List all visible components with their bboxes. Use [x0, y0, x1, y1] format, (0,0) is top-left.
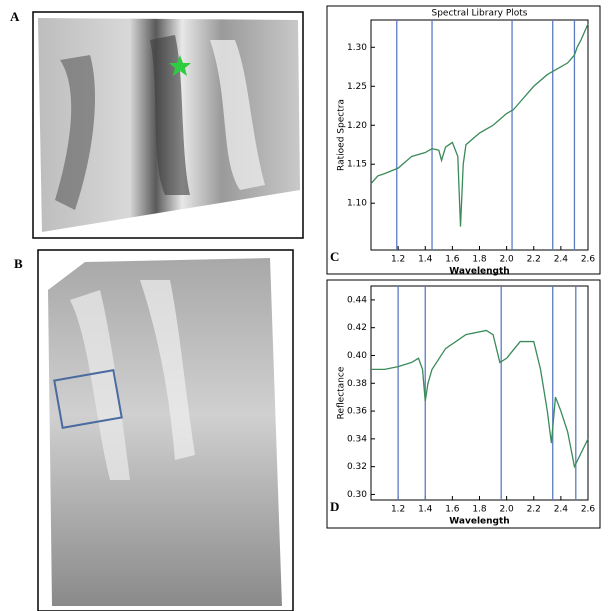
y-tick-label: 0.40 [347, 351, 367, 361]
plot-area [371, 286, 588, 500]
x-tick-label: 1.4 [418, 505, 433, 515]
y-tick-label: 0.42 [347, 323, 367, 333]
y-tick-label: 1.15 [347, 160, 367, 170]
x-tick-label: 2.2 [527, 505, 541, 515]
x-tick-label: 1.6 [445, 255, 460, 265]
figure: A B Spectral Library Plots 1.10 1.15 1.20 1.… [0, 0, 613, 611]
panel-d-frame [327, 280, 600, 528]
y-tick-label: 0.36 [347, 407, 367, 417]
panel-label: A [10, 9, 20, 24]
y-axis-label: Reflectance [337, 366, 347, 419]
page: A B Spectral Library Plots 1.10 1.15 1.20 1.… [0, 0, 613, 611]
x-tick-label: 2.0 [499, 505, 514, 515]
panel-label: D [330, 499, 339, 514]
y-tick-label: 0.44 [347, 295, 367, 305]
chart-title: Spectral Library Plots [432, 9, 528, 19]
panel-label: B [14, 256, 23, 271]
x-axis-label: Wavelength [449, 517, 509, 527]
x-tick-label: 2.4 [554, 255, 569, 265]
spectrum-line [371, 24, 588, 227]
x-tick-label: 2.6 [581, 255, 596, 265]
y-tick-label: 0.30 [347, 490, 367, 500]
x-tick-label: 2.6 [581, 505, 596, 515]
x-tick-label: 1.8 [472, 505, 487, 515]
panel-label: C [330, 249, 339, 264]
panel-c-frame [327, 6, 600, 274]
x-tick-label: 1.6 [445, 505, 460, 515]
y-tick-label: 1.10 [347, 199, 367, 209]
y-tick-label: 1.20 [347, 121, 367, 131]
x-tick-label: 1.8 [472, 255, 487, 265]
y-tick-label: 1.30 [347, 43, 367, 53]
x-tick-label: 2.4 [554, 505, 569, 515]
x-tick-label: 2.2 [527, 255, 541, 265]
y-tick-label: 0.38 [347, 379, 367, 389]
y-tick-label: 1.25 [347, 82, 367, 92]
y-axis-label: Ratioed Spectra [337, 99, 347, 171]
y-tick-label: 0.34 [347, 434, 367, 444]
x-tick-label: 2.0 [499, 255, 514, 265]
x-axis-label: Wavelength [449, 267, 509, 277]
x-tick-label: 1.4 [418, 255, 433, 265]
plot-area [371, 20, 588, 250]
y-tick-label: 0.32 [347, 462, 367, 472]
x-tick-label: 1.2 [391, 505, 405, 515]
x-tick-label: 1.2 [391, 255, 405, 265]
spectrum-line [371, 330, 588, 466]
